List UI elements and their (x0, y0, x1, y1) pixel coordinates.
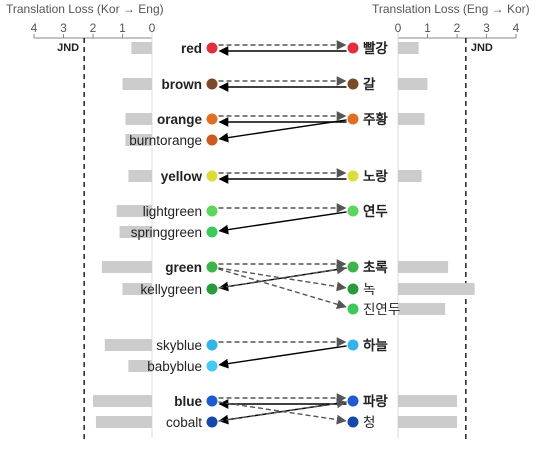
kor-node-7 (347, 283, 359, 295)
kor-node-8 (347, 303, 359, 315)
eng-node-brown (206, 78, 218, 90)
left-tick-label: 1 (119, 21, 126, 35)
kor-node-4 (347, 170, 359, 182)
loss-bars (93, 42, 475, 428)
eng-to-kor-arrow-13 (218, 398, 347, 422)
eng-label-skyblue: skyblue (156, 338, 202, 353)
left-axis-ticks: 4 3 2 1 0 (31, 21, 156, 39)
eng-loss-bar-green (101, 261, 152, 273)
eng-loss-bar-cobalt (95, 416, 152, 428)
kor-label-10: 파랑 (363, 394, 388, 410)
eng-node-blue (206, 395, 218, 407)
kor-node-6 (347, 261, 359, 273)
eng-loss-bar-springgreen (119, 226, 152, 238)
eng-label-blue: blue (174, 394, 202, 409)
eng-loss-bar-skyblue (104, 339, 152, 351)
kor-label-9: 하늘 (363, 337, 388, 354)
eng-loss-bar-kellygreen (122, 283, 152, 295)
eng-node-yellow (206, 170, 218, 182)
left-tick-label: 4 (31, 21, 38, 35)
left-jnd-label: JND (57, 42, 79, 54)
right-tick-label: 0 (395, 21, 402, 35)
kor-loss-bar-3 (398, 113, 425, 125)
kor-label-4: 노랑 (363, 169, 388, 185)
eng-node-skyblue (206, 339, 218, 351)
kor-to-eng-arrow-6 (218, 211, 347, 235)
kor-node-2 (347, 78, 359, 90)
kor-loss-bar-8 (398, 303, 446, 315)
eng-node-burntorange (206, 134, 218, 146)
eng-label-kellygreen: kellygreen (140, 282, 202, 297)
kor-label-8: 진연두 (363, 302, 400, 318)
kor-label-11: 청 (363, 415, 375, 431)
kor-node-1 (347, 42, 359, 54)
kor-loss-bar-4 (398, 170, 422, 182)
eng-label-yellow: yellow (161, 169, 203, 184)
kor-label-5: 연두 (363, 204, 388, 220)
kor-loss-bar-11 (398, 416, 457, 428)
kor-label-1: 빨강 (363, 40, 388, 57)
eng-loss-bar-lightgreen (116, 205, 152, 217)
eng-label-babyblue: babyblue (147, 359, 202, 374)
kor-label-6: 초록 (363, 260, 388, 276)
right-tick-label: 1 (424, 21, 431, 35)
eng-label-red: red (181, 41, 202, 56)
right-jnd-label: JND (471, 42, 493, 54)
left-tick-label: 2 (90, 21, 97, 35)
kor-node-11 (347, 416, 359, 428)
eng-label-orange: orange (157, 112, 203, 127)
kor-node-5 (347, 205, 359, 217)
eng-node-red (206, 42, 218, 54)
left-tick-label: 0 (149, 21, 156, 35)
kor-loss-bar-6 (398, 261, 449, 273)
color-term-nodes (206, 42, 359, 428)
eng-node-babyblue (206, 360, 218, 372)
kor-to-eng-arrow-4 (218, 119, 347, 143)
right-axis-title: Translation Loss (Eng → Kor) (372, 2, 530, 16)
eng-label-green: green (165, 260, 202, 275)
right-tick-label: 3 (483, 21, 490, 35)
eng-loss-bar-red (131, 42, 152, 54)
eng-to-kor-arrow-9 (218, 264, 347, 289)
kor-label-2: 갈 (363, 77, 376, 93)
eng-node-springgreen (206, 226, 218, 238)
left-axis-title: Translation Loss (Kor → Eng) (6, 2, 164, 16)
eng-label-springgreen: springgreen (131, 225, 202, 240)
left-tick-label: 3 (60, 21, 67, 35)
eng-node-kellygreen (206, 283, 218, 295)
kor-loss-bar-7 (398, 283, 475, 295)
kor-node-3 (347, 113, 359, 125)
eng-node-lightgreen (206, 205, 218, 217)
kor-loss-bar-10 (398, 395, 457, 407)
kor-label-3: 주황 (363, 111, 388, 128)
right-axis-ticks: 0 1 2 3 4 (395, 21, 520, 39)
kor-node-10 (347, 395, 359, 407)
eng-label-brown: brown (162, 77, 203, 92)
eng-label-lightgreen: lightgreen (143, 204, 202, 219)
eng-loss-bar-babyblue (128, 360, 152, 372)
translation-arrows (218, 40, 347, 425)
eng-loss-bar-brown (122, 78, 152, 90)
eng-node-cobalt (206, 416, 218, 428)
eng-loss-bar-blue (93, 395, 152, 407)
kor-loss-bar-1 (398, 42, 419, 54)
eng-node-green (206, 261, 218, 273)
kor-to-eng-arrow-8 (218, 345, 347, 369)
eng-loss-bar-orange (125, 113, 152, 125)
eng-label-cobalt: cobalt (166, 415, 202, 430)
color-term-labels: red brown orange burntorange yellow lightgree… (129, 40, 400, 431)
eng-label-burntorange: burntorange (129, 133, 202, 148)
eng-node-orange (206, 113, 218, 125)
kor-node-9 (347, 339, 359, 351)
eng-to-kor-arrow-8 (218, 268, 347, 310)
eng-loss-bar-burntorange (125, 134, 152, 146)
right-tick-label: 2 (454, 21, 461, 35)
kor-label-7: 녹 (363, 282, 375, 298)
eng-loss-bar-yellow (128, 170, 152, 182)
kor-loss-bar-2 (398, 78, 428, 90)
right-tick-label: 4 (513, 21, 520, 35)
